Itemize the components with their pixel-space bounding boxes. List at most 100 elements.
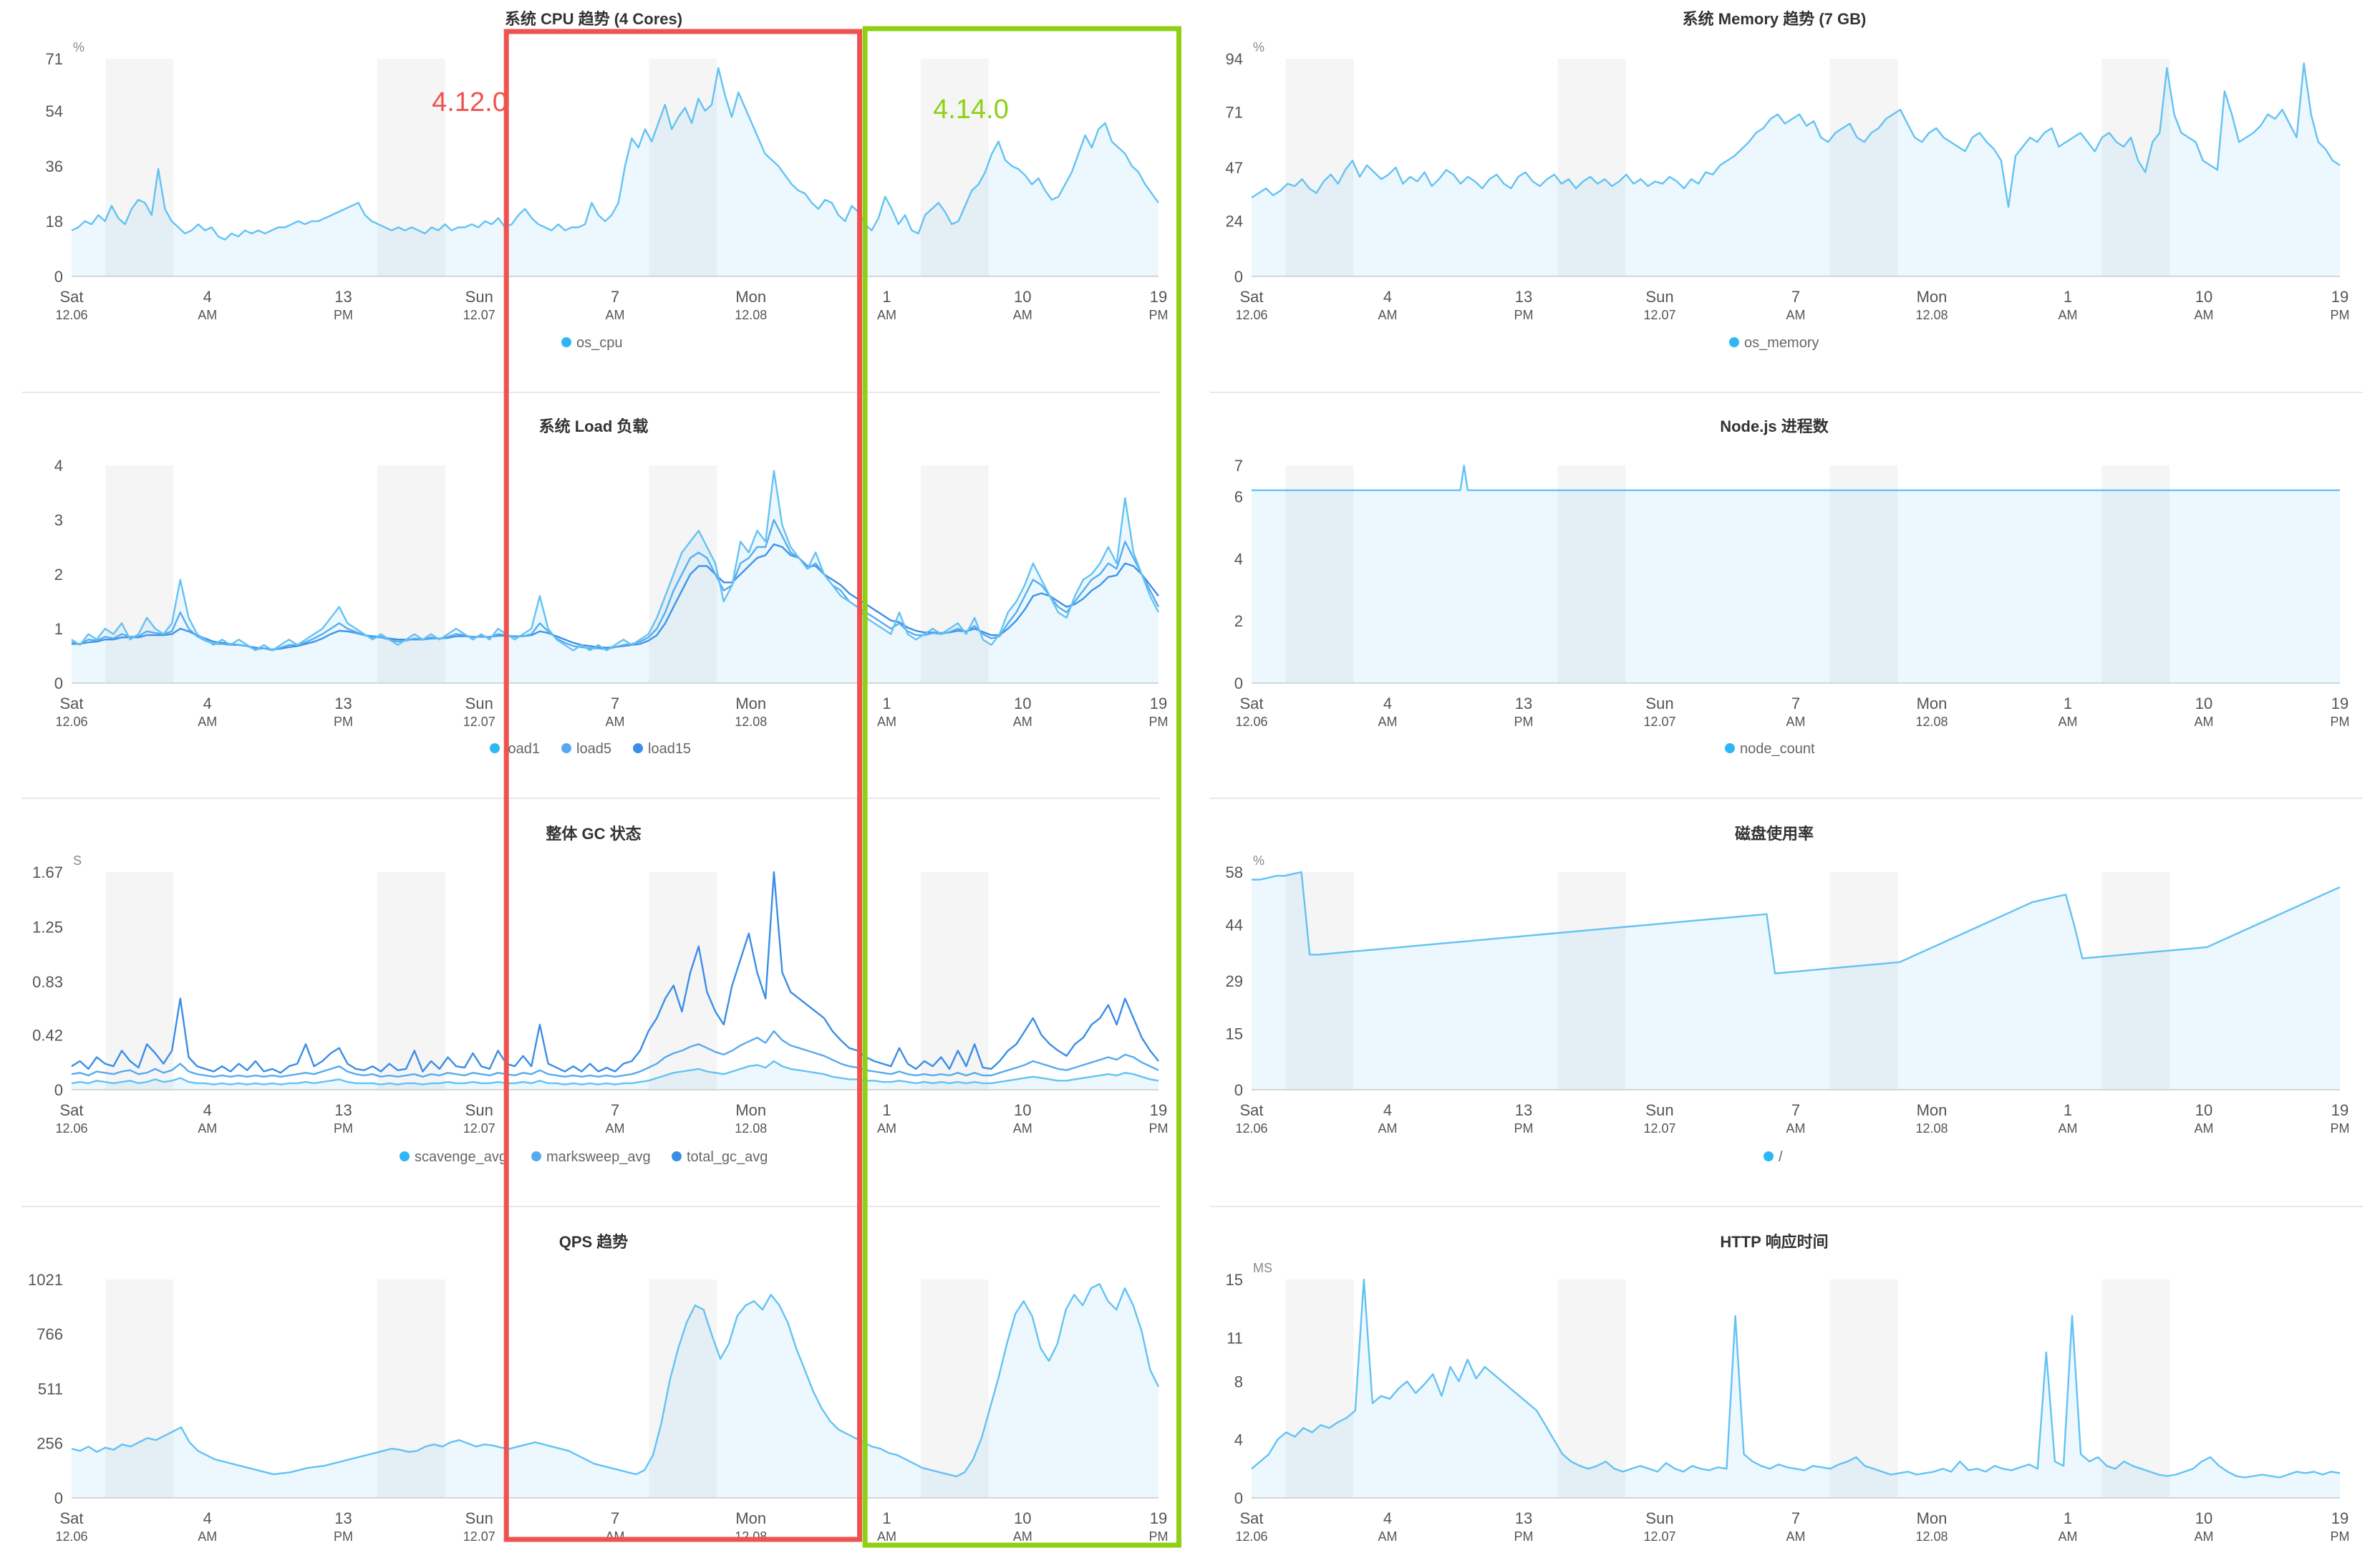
x-tick-sublabel: AM <box>1378 1121 1398 1136</box>
chart-panel-0: 系统 CPU 趋势 (4 Cores)%018365471Sat12.064AM… <box>46 10 1169 351</box>
legend-label: marksweep_avg <box>546 1149 651 1165</box>
y-tick-label: 0 <box>1234 1081 1243 1099</box>
x-tick-sublabel: 12.07 <box>1643 1121 1675 1136</box>
legend-item-os_cpu[interactable]: os_cpu <box>561 335 623 351</box>
x-tick-label: Sun <box>465 695 493 712</box>
chart-title: 系统 Memory 趋势 (7 GB) <box>1683 10 1867 28</box>
y-unit-label: % <box>1253 853 1264 868</box>
x-tick-label: 4 <box>1383 695 1392 712</box>
y-tick-label: 4 <box>1234 1431 1243 1449</box>
x-tick-sublabel: AM <box>877 715 896 729</box>
x-tick-label: 13 <box>334 288 352 306</box>
y-unit-label: MS <box>1253 1261 1272 1275</box>
y-tick-label: 256 <box>37 1435 63 1453</box>
y-tick-label: 0.83 <box>32 973 63 991</box>
time-band <box>649 465 717 683</box>
x-tick-sublabel: PM <box>2331 1529 2350 1544</box>
chart-panel-6: QPS 趋势 0 256 511 766 1021 Sat 12.06 4 AM 13 PM Sun 12… <box>28 1233 1168 1544</box>
x-tick-label: 19 <box>2331 695 2348 712</box>
x-tick-label: Sat <box>59 695 83 712</box>
legend-item-/[interactable]: / <box>1764 1149 1783 1165</box>
time-band <box>1557 872 1626 1090</box>
x-tick-sublabel: 12.06 <box>1235 715 1267 729</box>
series-area-load1 <box>72 470 1158 683</box>
x-tick-sublabel: PM <box>334 1529 353 1544</box>
x-tick-label: 4 <box>203 288 212 306</box>
y-tick-label: 94 <box>1226 50 1243 68</box>
time-band <box>1285 465 1354 683</box>
legend-item-load5[interactable]: load5 <box>561 741 611 757</box>
x-tick-sublabel: 12.08 <box>1915 1529 1948 1544</box>
x-tick-label: 4 <box>1383 1509 1392 1527</box>
legend-dot <box>561 337 571 347</box>
x-tick-sublabel: PM <box>1149 308 1169 322</box>
x-tick-label: 19 <box>1150 1101 1167 1119</box>
y-tick-label: 0.42 <box>32 1027 63 1045</box>
x-tick-sublabel: PM <box>334 308 353 322</box>
series-line-os_memory <box>1251 62 2341 208</box>
time-band <box>1557 465 1626 683</box>
time-band <box>920 465 989 683</box>
time-band <box>920 59 989 276</box>
x-tick-label: Mon <box>735 695 766 712</box>
legend-label: os_cpu <box>576 335 623 351</box>
legend-item-marksweep_avg[interactable]: marksweep_avg <box>531 1149 651 1165</box>
x-tick-sublabel: AM <box>198 715 217 729</box>
y-tick-label: 2 <box>1234 612 1243 630</box>
legend-label: load1 <box>505 741 540 757</box>
x-tick-label: 1 <box>882 695 891 712</box>
legend-item-load1[interactable]: load1 <box>490 741 540 757</box>
x-tick-sublabel: AM <box>2059 1529 2078 1544</box>
x-tick-label: 19 <box>2331 288 2348 306</box>
legend-item-load15[interactable]: load15 <box>633 741 691 757</box>
x-tick-label: Sun <box>1645 695 1673 712</box>
time-band <box>1829 872 1898 1090</box>
y-tick-label: 7 <box>1234 457 1243 475</box>
legend-item-node_count[interactable]: node_count <box>1725 741 1815 757</box>
chart-title: QPS 趋势 <box>559 1233 629 1251</box>
time-band <box>2101 1279 2170 1498</box>
x-tick-sublabel: PM <box>334 715 353 729</box>
x-tick-sublabel: 12.08 <box>735 1121 767 1136</box>
x-tick-sublabel: 12.07 <box>1643 308 1675 322</box>
legend-item-os_memory[interactable]: os_memory <box>1729 335 1819 351</box>
x-tick-label: 1 <box>882 1509 891 1527</box>
legend-label: os_memory <box>1744 335 1819 351</box>
x-tick-label: 13 <box>1515 1101 1532 1119</box>
y-tick-label: 11 <box>1227 1329 1243 1347</box>
x-tick-sublabel: PM <box>1149 1121 1169 1136</box>
y-tick-label: 0 <box>54 1081 63 1099</box>
x-tick-label: Sat <box>59 288 83 306</box>
x-tick-sublabel: AM <box>2059 308 2078 322</box>
x-tick-label: 1 <box>2064 695 2072 712</box>
y-tick-label: 0 <box>54 268 63 286</box>
legend-item-total_gc_avg[interactable]: total_gc_avg <box>672 1149 768 1165</box>
y-tick-label: 0 <box>1234 1489 1243 1507</box>
x-tick-sublabel: PM <box>2331 1121 2350 1136</box>
y-tick-label: 36 <box>46 158 63 175</box>
chart-panel-5: 磁盘使用率% 0 15 29 44 58 Sat 12.06 4 AM 13 PM Sun 12.07 7 A… <box>1226 825 2350 1165</box>
chart-panel-4: 整体 GC 状态 S 0 0.42 0.83 1.25 1.67 Sat 12.06 4 AM 13 P… <box>32 825 1168 1165</box>
y-tick-label: 44 <box>1226 916 1243 934</box>
time-band <box>105 872 174 1090</box>
x-tick-label: Mon <box>1917 1101 1948 1119</box>
legend-dot <box>400 1151 410 1161</box>
chart-title: Node.js 进程数 <box>1720 417 1829 435</box>
y-tick-label: 4 <box>54 457 63 475</box>
x-tick-label: 19 <box>1150 288 1167 306</box>
legend-label: node_count <box>1740 741 1815 757</box>
x-tick-label: Sat <box>59 1101 83 1119</box>
y-tick-label: 8 <box>1234 1373 1243 1390</box>
version-label: 4.12.0 <box>432 87 508 117</box>
x-tick-sublabel: AM <box>877 1529 896 1544</box>
series-area-qps <box>72 1284 1158 1498</box>
x-tick-label: 10 <box>2195 1509 2212 1527</box>
x-tick-label: Sat <box>1239 1101 1263 1119</box>
y-tick-label: 0 <box>1234 268 1243 286</box>
x-tick-sublabel: PM <box>1514 1529 1534 1544</box>
x-tick-label: Mon <box>735 1101 766 1119</box>
x-tick-label: 7 <box>1791 1509 1800 1527</box>
y-unit-label: S <box>73 853 82 868</box>
legend-item-scavenge_avg[interactable]: scavenge_avg <box>400 1149 507 1165</box>
